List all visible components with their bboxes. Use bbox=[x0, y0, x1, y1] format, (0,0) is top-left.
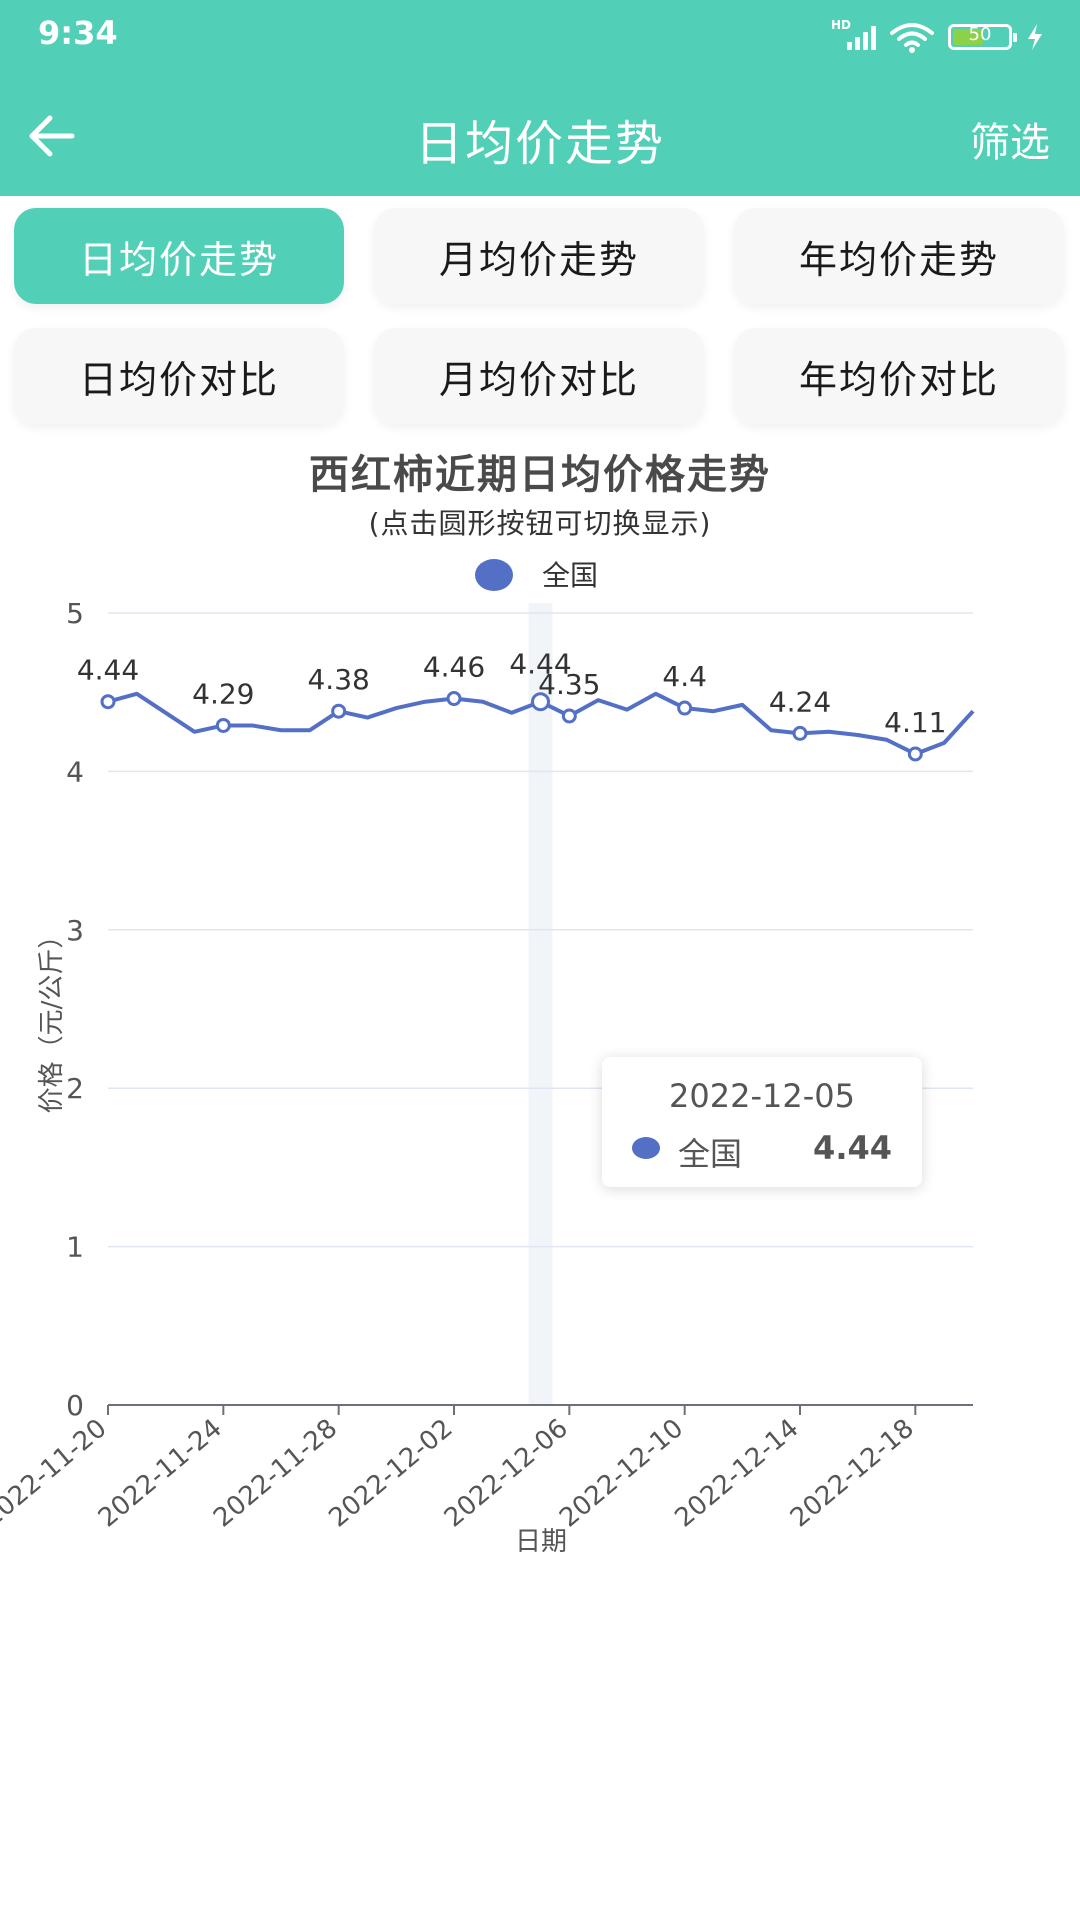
filter-button[interactable]: 筛选 bbox=[970, 120, 1050, 166]
x-tick-label: 2022-11-28 bbox=[208, 1413, 343, 1533]
tab-monthly-compare[interactable]: 月均价对比 bbox=[374, 328, 704, 424]
x-tick-label: 2022-12-10 bbox=[554, 1413, 689, 1533]
x-tick-label: 2022-12-06 bbox=[439, 1413, 574, 1533]
tooltip-value: 4.44 bbox=[813, 1129, 892, 1167]
legend-marker bbox=[475, 559, 513, 591]
signal-icon: HD bbox=[831, 18, 876, 50]
tab-yearly-compare[interactable]: 年均价对比 bbox=[734, 328, 1064, 424]
chart-tooltip: 2022-12-05 全国 4.44 bbox=[602, 1057, 922, 1187]
x-tick-label: 2022-12-14 bbox=[669, 1413, 804, 1533]
price-line-chart[interactable]: 0123452022-11-202022-11-242022-11-282022… bbox=[0, 0, 1080, 1600]
tooltip-date: 2022-12-05 bbox=[669, 1077, 855, 1115]
y-axis-title: 价格（元/公斤） bbox=[37, 923, 67, 1114]
y-tick-label: 5 bbox=[66, 597, 84, 630]
data-point bbox=[677, 700, 693, 716]
data-label: 4.38 bbox=[307, 663, 369, 696]
data-label: 4.44 bbox=[509, 648, 571, 681]
x-tick-label: 2022-12-02 bbox=[323, 1413, 458, 1533]
chart-title: 西红柿近期日均价格走势 bbox=[309, 452, 771, 498]
y-tick-label: 0 bbox=[66, 1389, 84, 1422]
app-header: 9:34 HD 50 日均价走势 筛选 bbox=[0, 0, 1080, 196]
data-label: 4.29 bbox=[192, 677, 254, 710]
x-axis-title: 日期 bbox=[515, 1527, 567, 1557]
data-point bbox=[531, 692, 550, 712]
network-type: HD bbox=[831, 18, 852, 32]
x-tick-label: 2022-12-18 bbox=[785, 1413, 920, 1533]
y-tick-label: 1 bbox=[66, 1231, 84, 1264]
data-label: 4.11 bbox=[884, 706, 946, 739]
tab-monthly-trend[interactable]: 月均价走势 bbox=[374, 208, 704, 304]
status-time: 9:34 bbox=[38, 14, 118, 52]
tab-daily-compare[interactable]: 日均价对比 bbox=[14, 328, 344, 424]
y-tick-label: 4 bbox=[66, 755, 84, 788]
wifi-icon bbox=[890, 23, 934, 53]
back-arrow-icon[interactable] bbox=[24, 108, 80, 164]
x-tick-label: 2022-11-24 bbox=[93, 1413, 228, 1533]
hover-highlight-band bbox=[528, 603, 553, 1405]
data-point bbox=[446, 691, 462, 707]
tab-yearly-trend[interactable]: 年均价走势 bbox=[734, 208, 1064, 304]
charging-icon bbox=[1028, 24, 1042, 50]
y-tick-label: 3 bbox=[66, 914, 84, 947]
data-point bbox=[561, 708, 577, 724]
legend-label: 全国 bbox=[542, 559, 598, 592]
x-tick-label: 2022-11-20 bbox=[0, 1413, 112, 1533]
data-label: 4.35 bbox=[538, 668, 600, 701]
data-point bbox=[792, 725, 808, 741]
y-tick-label: 2 bbox=[66, 1072, 84, 1105]
data-point bbox=[215, 717, 231, 733]
tooltip-series-name: 全国 bbox=[678, 1135, 743, 1173]
page-title: 日均价走势 bbox=[414, 116, 665, 172]
data-point bbox=[331, 703, 347, 719]
data-label: 4.44 bbox=[77, 654, 139, 687]
battery-level: 50 bbox=[968, 24, 992, 45]
data-label: 4.4 bbox=[662, 660, 707, 693]
chart-subtitle: (点击圆形按钮可切换显示) bbox=[368, 507, 712, 540]
data-label: 4.46 bbox=[423, 651, 485, 684]
battery-icon: 50 bbox=[948, 24, 1017, 50]
data-label: 4.24 bbox=[769, 685, 831, 718]
data-point bbox=[100, 694, 116, 710]
tooltip-series-marker bbox=[632, 1137, 660, 1159]
data-point bbox=[907, 746, 923, 762]
status-icons: HD 50 bbox=[831, 18, 1044, 54]
tab-daily-trend[interactable]: 日均价走势 bbox=[14, 208, 344, 304]
